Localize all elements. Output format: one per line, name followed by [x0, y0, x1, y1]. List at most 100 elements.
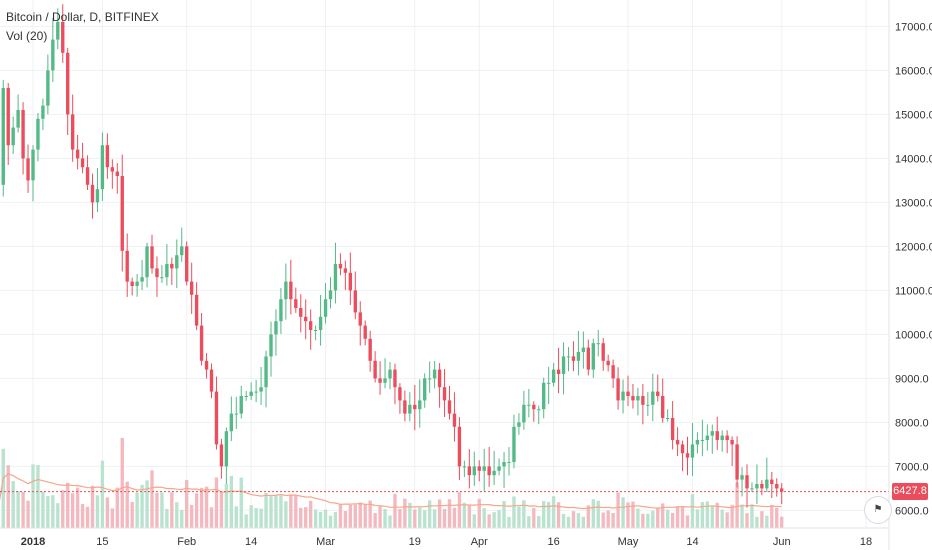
candle-body — [497, 466, 501, 471]
volume-bar — [358, 502, 362, 528]
volume-bar — [656, 508, 660, 528]
candle-body — [214, 391, 219, 445]
candle-body — [338, 264, 343, 269]
volume-bar — [313, 509, 318, 528]
candle-body — [66, 52, 70, 115]
candle-body — [765, 479, 769, 489]
candle-body — [140, 277, 144, 282]
volume-bar — [284, 501, 288, 528]
candle-body — [155, 268, 159, 278]
volume-bar — [209, 507, 214, 528]
time-tick-label: May — [618, 536, 639, 548]
candle-body — [780, 488, 784, 492]
volume-bar — [234, 506, 238, 528]
candle-body — [675, 440, 680, 445]
candle-body — [313, 330, 318, 331]
last-price-tag: 6427.8 — [892, 483, 928, 501]
candle-body — [274, 321, 278, 335]
candle-body — [323, 299, 328, 317]
volume-bar — [75, 487, 80, 528]
tradingview-logo-icon[interactable]: ⚑ — [864, 496, 892, 524]
volume-bar — [477, 498, 481, 528]
candle-body — [611, 365, 615, 379]
volume-bar — [423, 510, 427, 528]
candle-body — [254, 391, 258, 393]
symbol-label[interactable]: Bitcoin / Dollar, D, BITFINEX — [6, 10, 159, 24]
volume-bar — [546, 501, 551, 528]
volume-bar — [31, 464, 35, 528]
volume-bar — [348, 504, 353, 528]
volume-bar — [85, 506, 90, 528]
candle-body — [661, 396, 665, 418]
volume-bar — [735, 482, 739, 528]
candle-body — [596, 343, 600, 345]
volume-bar — [21, 491, 25, 528]
volume-bar — [601, 512, 605, 528]
candle-body — [542, 382, 546, 410]
candle-body — [522, 404, 526, 423]
time-axis[interactable]: 2018 15 Feb 14 Mar 19 Apr 16 May 14 Jun 18 — [21, 536, 872, 548]
candle-body — [665, 418, 670, 419]
candle-body — [353, 290, 357, 313]
volume-bar — [527, 516, 531, 528]
volume-bar — [566, 516, 571, 528]
candle-body — [318, 316, 323, 330]
price-tick-label: 13000.0 — [895, 197, 932, 209]
volume-bar — [6, 465, 10, 528]
candle-body — [373, 360, 377, 379]
candle-body — [561, 356, 566, 374]
volume-bar — [670, 512, 675, 528]
candle-body — [16, 110, 20, 128]
volume-bar — [398, 508, 402, 528]
volume-bar — [571, 511, 576, 528]
volume-bar — [556, 502, 561, 528]
volume-bar — [745, 513, 749, 528]
candle-body — [656, 391, 660, 396]
candle-body — [507, 462, 511, 463]
volume-bar — [239, 477, 243, 528]
volume-bar — [740, 504, 744, 528]
volume-bar — [636, 508, 640, 528]
time-tick-label: 18 — [860, 536, 872, 548]
candle-body — [120, 176, 124, 251]
volume-bar — [700, 502, 705, 528]
candle-body — [328, 290, 333, 300]
time-tick-label: 14 — [686, 536, 698, 548]
volume-bar — [140, 484, 144, 528]
volume-bar — [780, 516, 784, 528]
volume-bar — [51, 495, 55, 528]
candle-body — [477, 466, 481, 471]
volume-bar — [338, 504, 343, 528]
volume-bar — [418, 507, 422, 528]
time-tick-label: 16 — [548, 536, 560, 548]
volume-bar — [66, 482, 70, 528]
volume-bar — [725, 512, 729, 528]
volume-bar — [26, 500, 30, 528]
price-tick-label: 10000.0 — [895, 329, 932, 341]
candle-body — [368, 338, 372, 361]
price-axis[interactable]: 6000.0 7000.0 8000.0 9000.0 10000.0 11000.0 12… — [895, 21, 932, 517]
candle-body — [423, 378, 427, 401]
volume-bar — [383, 509, 387, 528]
candle-body — [259, 387, 263, 392]
candle-body — [150, 246, 154, 269]
candle-body — [189, 281, 194, 295]
volume-bar — [502, 500, 506, 528]
volume-bar — [755, 516, 759, 528]
volume-bar — [150, 470, 154, 528]
volume-bar — [343, 511, 348, 528]
candle-body — [31, 149, 35, 181]
volume-bar — [517, 506, 521, 528]
candle-body — [606, 360, 610, 366]
candle-body — [239, 396, 243, 414]
candle-body — [26, 158, 30, 181]
candle-body — [760, 484, 764, 489]
volume-bar — [581, 516, 586, 528]
candle-body — [566, 356, 571, 358]
candle-body — [492, 470, 496, 476]
volume-indicator-label[interactable]: Vol (20) — [6, 29, 48, 43]
volume-bar — [646, 513, 650, 528]
candle-body — [110, 167, 115, 172]
volume-bar — [274, 495, 278, 528]
